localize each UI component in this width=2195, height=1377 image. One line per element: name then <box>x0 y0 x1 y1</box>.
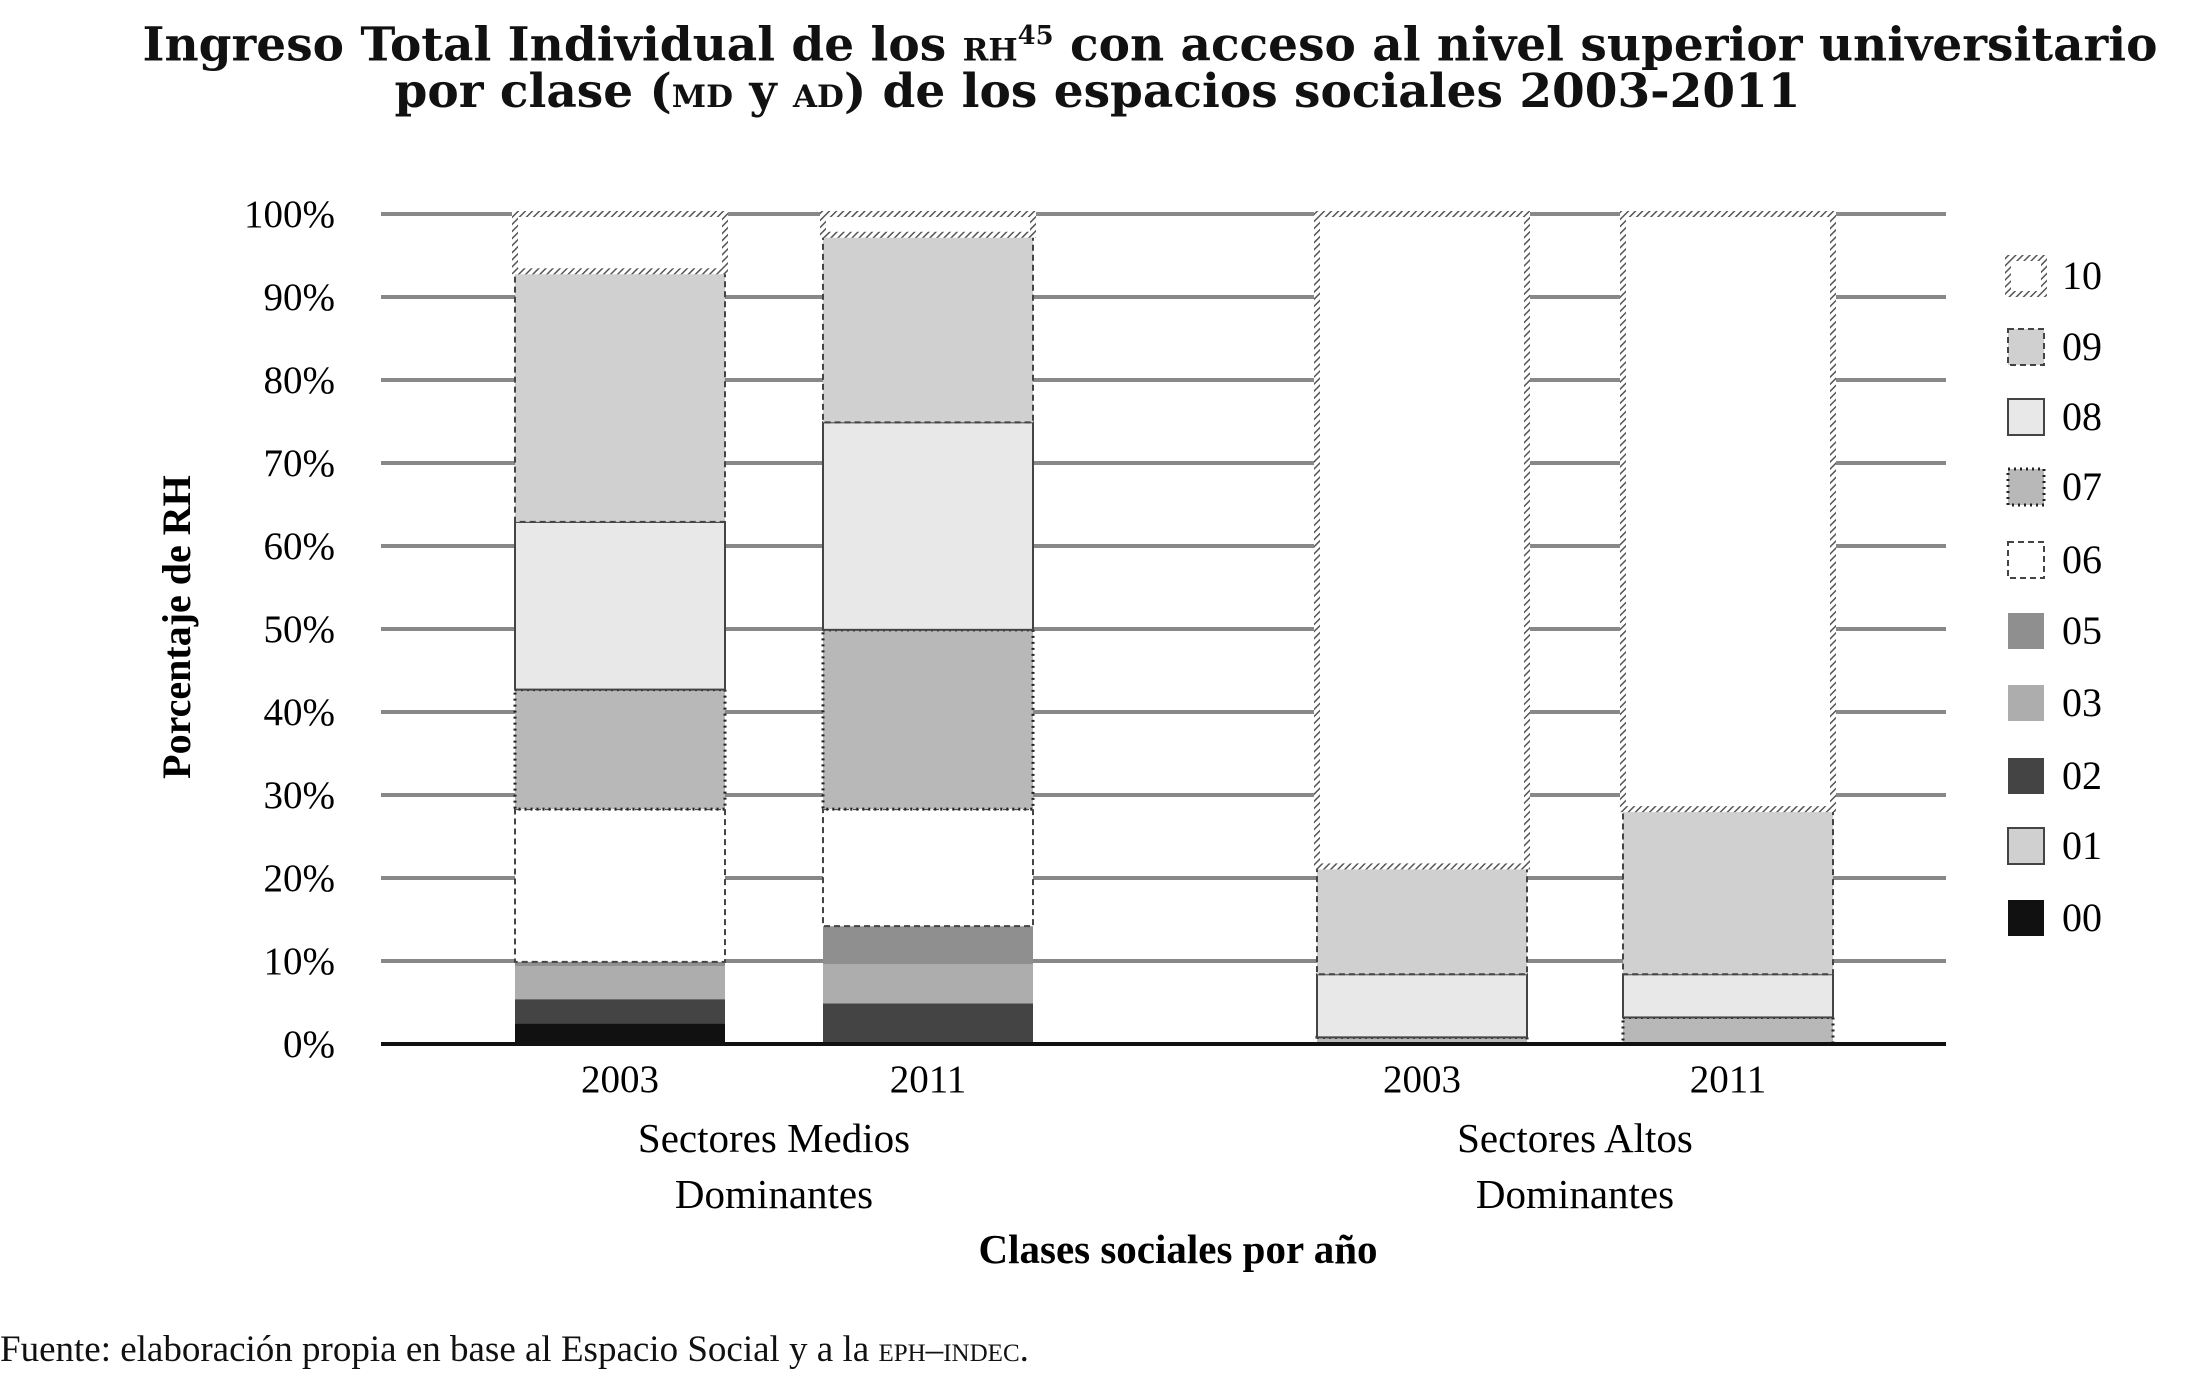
x-axis-title: Clases sociales por año <box>978 1226 1377 1272</box>
bar-segment-10 <box>512 211 728 275</box>
y-tick-label: 80% <box>264 359 336 402</box>
bar-segment-08 <box>514 520 726 691</box>
group-label: Dominantes <box>1476 1171 1674 1217</box>
y-tick-label: 20% <box>264 857 336 900</box>
legend-swatch-00 <box>2008 900 2044 936</box>
group-label: Sectores Medios <box>638 1115 910 1161</box>
legend-swatch-06 <box>2007 541 2045 579</box>
x-tick-label: 2003 <box>581 1058 659 1101</box>
y-tick-label: 40% <box>264 691 336 734</box>
bar-segment-10 <box>1314 211 1530 870</box>
y-tick-label: 70% <box>264 442 336 485</box>
x-tick-label: 2003 <box>1383 1058 1461 1101</box>
legend-label: 00 <box>2062 895 2102 940</box>
bar-segment-06 <box>822 808 1034 928</box>
y-tick-label: 90% <box>264 276 336 319</box>
group-label: Sectores Altos <box>1457 1115 1693 1161</box>
legend-label: 08 <box>2062 394 2102 439</box>
bar-segment-07 <box>1621 1015 1835 1046</box>
legend-swatch-07 <box>2006 467 2046 507</box>
bar-segment-07 <box>513 688 727 811</box>
legend-label: 06 <box>2062 537 2102 582</box>
legend-label: 03 <box>2062 680 2102 725</box>
legend-swatch-09 <box>2007 328 2045 366</box>
group-label: Dominantes <box>675 1171 873 1217</box>
source-footer: Fuente: elaboración propia en base al Es… <box>0 1329 1029 1370</box>
bar-segment-09 <box>822 233 1034 424</box>
bar-segment-00 <box>515 1023 725 1044</box>
y-tick-label: 0% <box>283 1023 335 1066</box>
bar-segment-02 <box>823 1003 1033 1044</box>
bar-segment-03 <box>515 965 725 1000</box>
chart-title-line1: Ingreso Total Individual de los RH45 con… <box>142 17 2158 73</box>
bar-segment-10 <box>1620 211 1836 813</box>
bar-segment-09 <box>514 270 726 523</box>
legend-label: 02 <box>2062 753 2102 798</box>
y-tick-label: 10% <box>264 940 336 983</box>
legend-label: 10 <box>2062 253 2102 298</box>
legend-swatch-10 <box>2005 255 2047 297</box>
bar-segment-05 <box>823 926 1033 965</box>
legend-swatch-01 <box>2007 827 2045 865</box>
legend-label: 09 <box>2062 324 2102 369</box>
bar-segment-02 <box>515 999 725 1024</box>
bar-segment-08 <box>1622 973 1834 1019</box>
bar-segment-09 <box>1316 865 1528 976</box>
legend-label: 05 <box>2062 608 2102 653</box>
legend-swatch-08 <box>2007 398 2045 436</box>
y-tick-label: 60% <box>264 525 336 568</box>
y-tick-label: 50% <box>264 608 336 651</box>
bar-segment-06 <box>514 808 726 963</box>
bar-segment-08 <box>822 421 1034 631</box>
x-tick-label: 2011 <box>1690 1058 1767 1101</box>
bar-segment-03 <box>823 964 1033 1004</box>
bar-segment-09 <box>1622 808 1834 976</box>
legend-swatch-05 <box>2008 613 2044 649</box>
y-tick-label: 100% <box>244 193 335 236</box>
legend-swatch-03 <box>2008 685 2044 721</box>
bar-segment-07 <box>821 628 1035 811</box>
legend-label: 07 <box>2062 464 2102 509</box>
bar-segment-10 <box>820 211 1036 238</box>
chart-title-line2: por clase (MD y AD) de los espacios soci… <box>394 64 1801 119</box>
legend-label: 01 <box>2062 823 2102 868</box>
y-tick-label: 30% <box>264 774 336 817</box>
legend-swatch-02 <box>2008 758 2044 794</box>
bar-segment-07 <box>1315 1035 1529 1046</box>
bar-segment-05 <box>515 961 725 966</box>
x-tick-label: 2011 <box>890 1058 967 1101</box>
bar-segment-08 <box>1316 973 1528 1039</box>
y-axis-title: Porcentaje de RH <box>154 475 199 779</box>
